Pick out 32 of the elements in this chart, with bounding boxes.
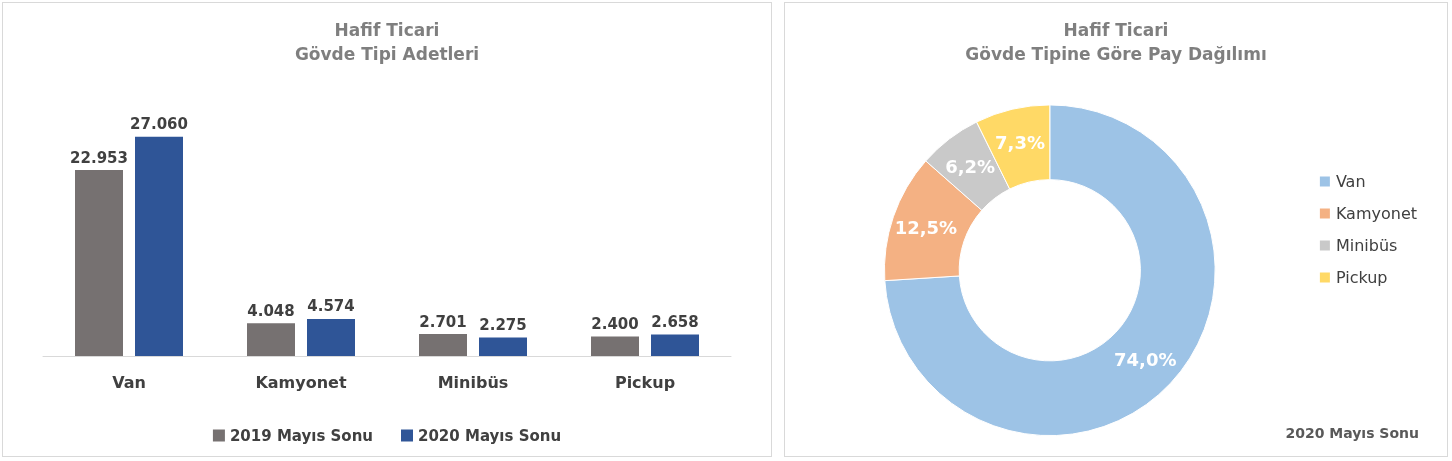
x-tick-label: Van (112, 372, 146, 392)
data-label: 22.953 (70, 148, 128, 167)
bar (479, 337, 527, 356)
data-label: 4.048 (247, 301, 295, 320)
bar (591, 336, 639, 356)
chart-title: Hafif Ticari Gövde Tipi Adetleri (294, 20, 480, 64)
legend-label: Pickup (1335, 268, 1388, 287)
legend-label: Kamyonet (1335, 204, 1418, 223)
bar (247, 323, 295, 356)
data-label: 27.060 (130, 115, 188, 134)
data-label: 12,5% (894, 217, 958, 239)
bar (135, 136, 183, 356)
data-label: 2.400 (591, 315, 639, 334)
x-tick-label: Minibüs (437, 372, 509, 392)
text: 2020 Mayıs Sonu (1285, 425, 1420, 441)
chart-title: Hafif Ticari Gövde Tipine Göre Pay Dağılımı (965, 20, 1267, 64)
data-label: 4.574 (307, 297, 355, 316)
legend-label: 2020 Mayıs Sonu (418, 426, 562, 445)
bar (307, 318, 355, 356)
legend-label: Van (1335, 172, 1366, 191)
legend-label: 2019 Mayıs Sonu (229, 426, 373, 445)
x-tick-label: Pickup (614, 372, 676, 392)
legend-label: Minibüs (1335, 236, 1398, 255)
bar (419, 334, 467, 356)
x-tick-label: Kamyonet (255, 372, 347, 392)
bar (75, 170, 123, 356)
data-label: 7,3% (995, 132, 1045, 154)
bar (651, 334, 699, 356)
data-label: 2.275 (479, 316, 527, 335)
data-label: 74,0% (1114, 349, 1177, 371)
data-label: 2.658 (651, 312, 699, 331)
data-label: 2.701 (419, 312, 467, 331)
